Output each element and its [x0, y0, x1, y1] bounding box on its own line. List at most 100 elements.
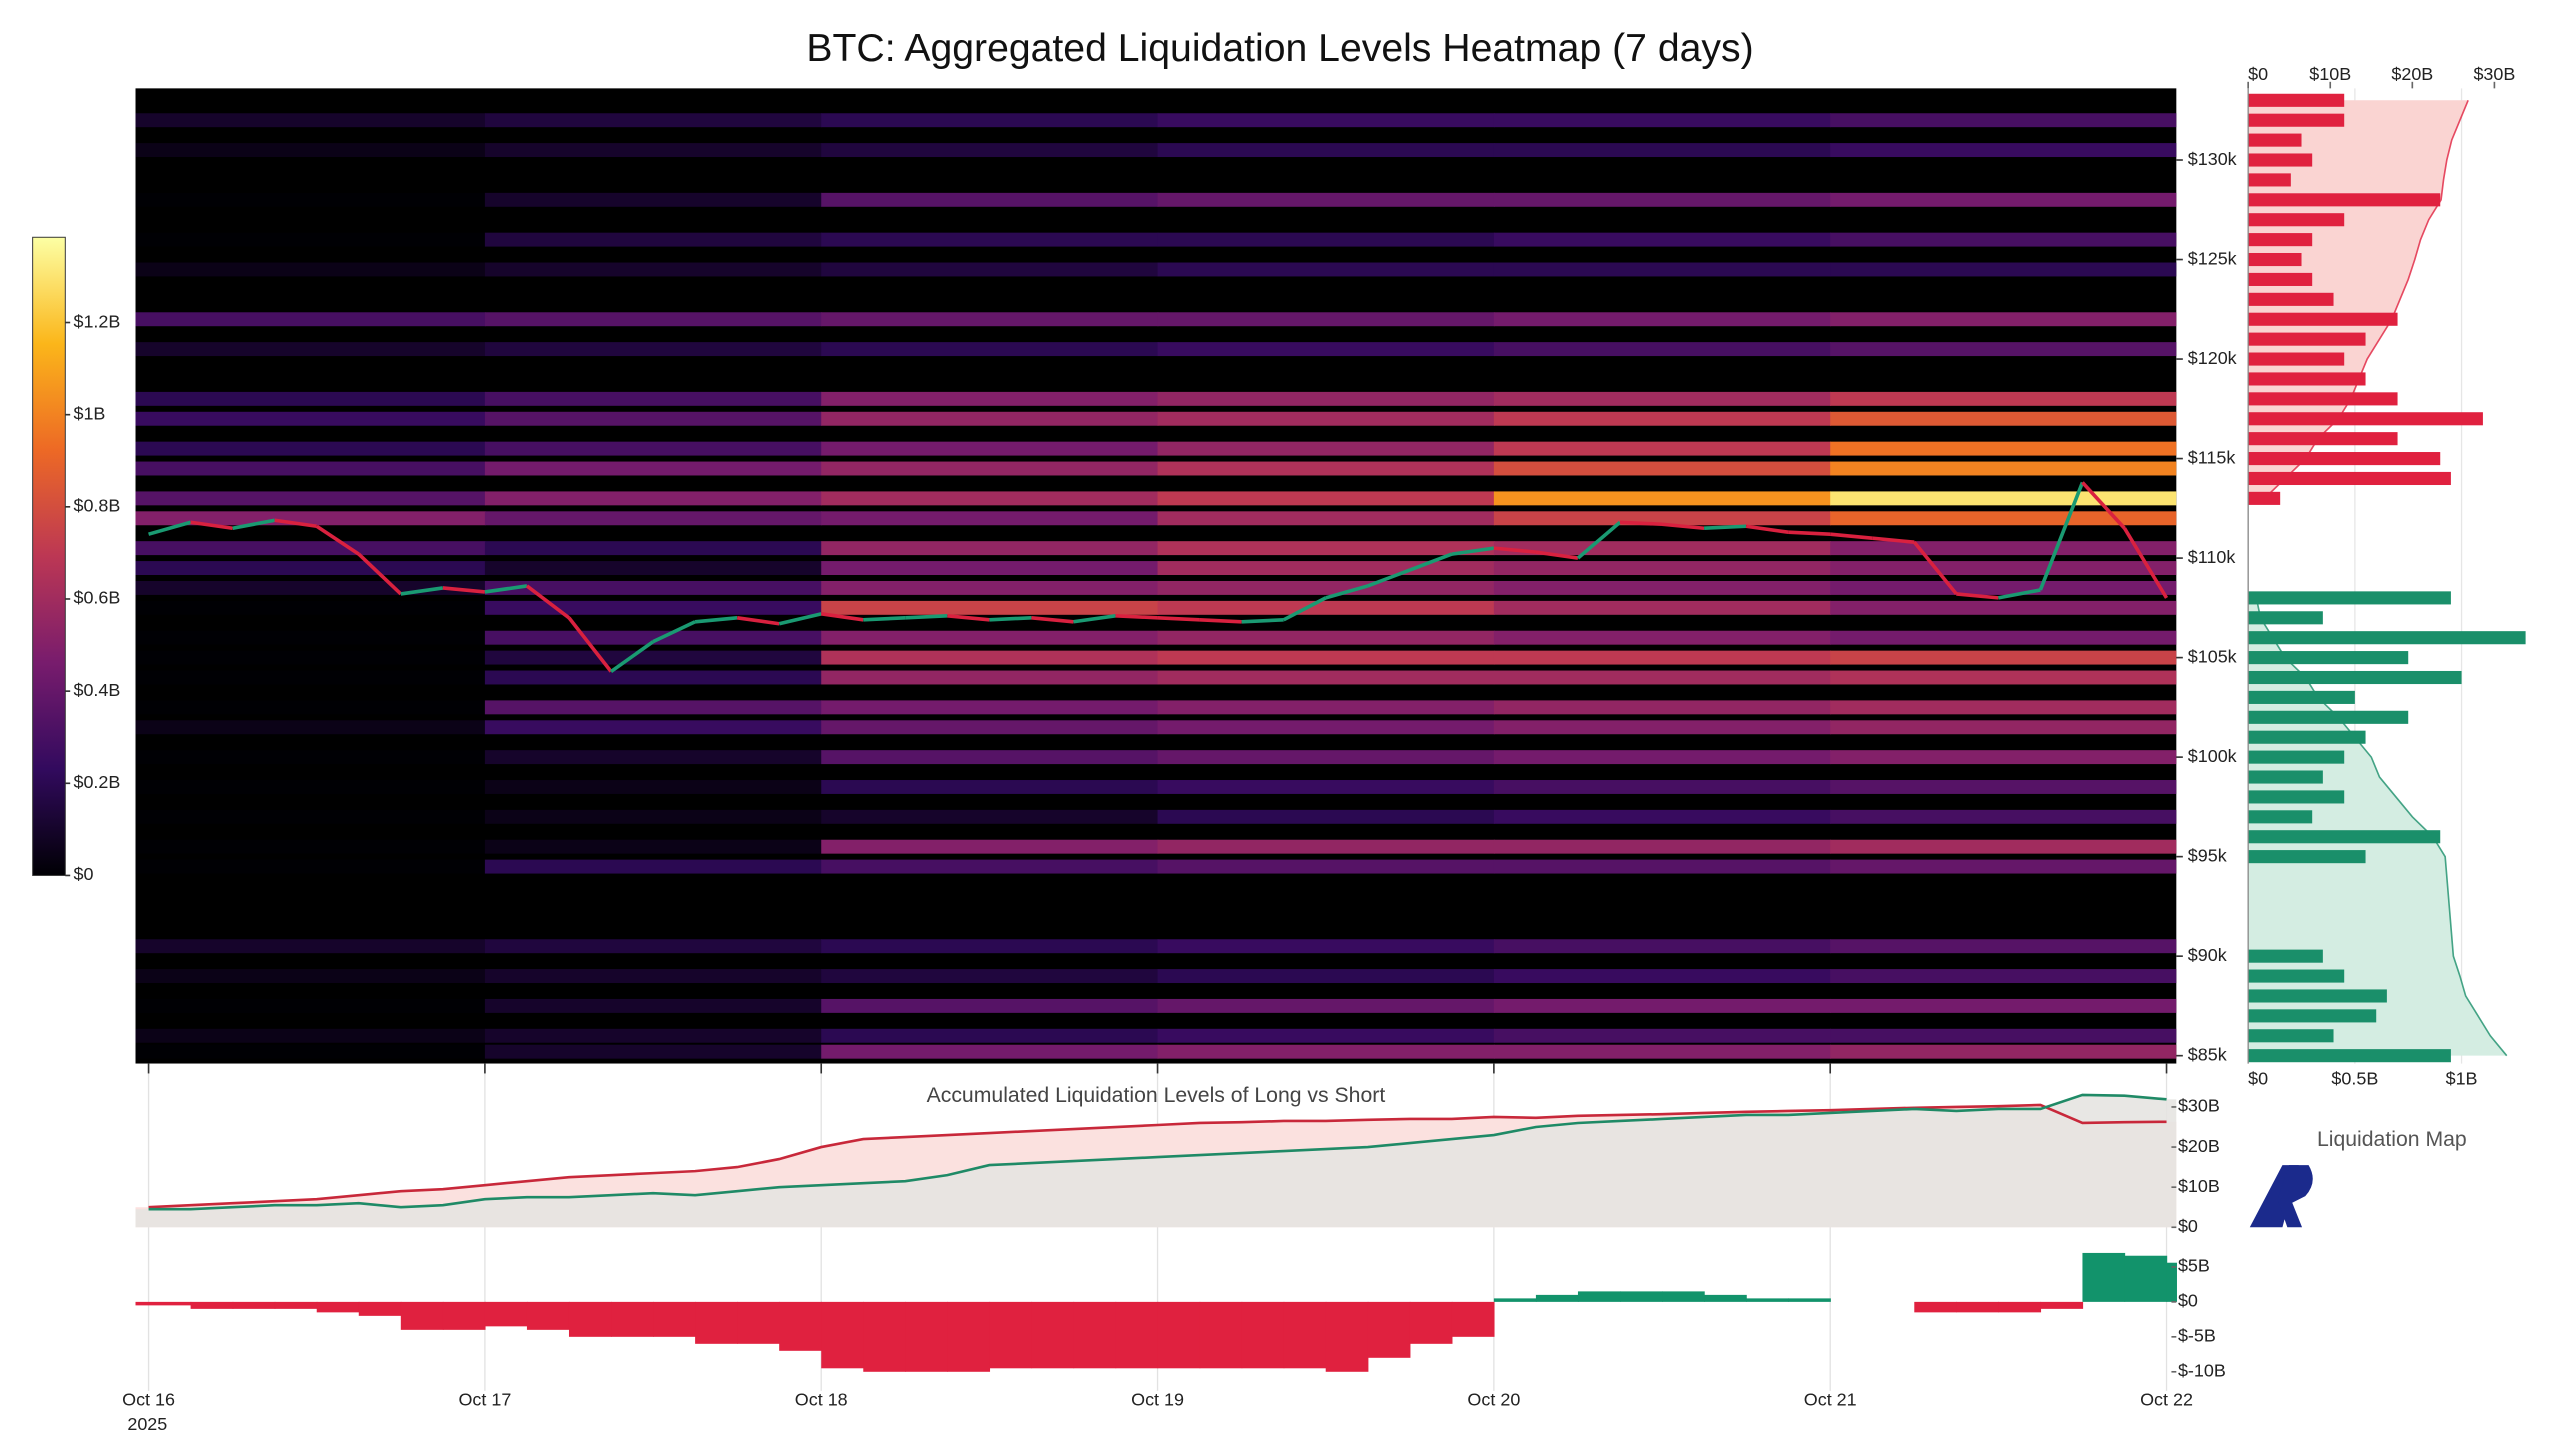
heat-cell — [821, 1044, 1159, 1059]
heat-cell — [1830, 600, 2177, 615]
heat-cell — [484, 650, 823, 665]
delta-bar — [779, 1301, 822, 1351]
heat-cell — [1157, 998, 1495, 1013]
price-segment — [1451, 546, 1495, 556]
heat-cell — [1830, 192, 2177, 207]
x-tick-label: Oct 16 — [122, 1389, 175, 1409]
delta-y-label: $-10B — [2178, 1361, 2226, 1381]
heat-cell — [135, 411, 486, 426]
heat-cell — [1493, 342, 1832, 357]
delta-bar — [1956, 1301, 2000, 1313]
delta-bar — [1409, 1301, 1453, 1344]
heat-cell — [821, 630, 1159, 645]
heat-cell — [821, 113, 1159, 128]
accum-y-label: $20B — [2178, 1136, 2220, 1156]
heat-cell — [1493, 630, 1832, 645]
delta-bar — [863, 1301, 906, 1372]
price-segment — [357, 552, 403, 596]
heat-cell — [821, 262, 1159, 277]
heat-cell — [484, 342, 823, 357]
heat-cell — [1830, 441, 2177, 456]
map-x2-label: $30B — [2473, 64, 2515, 84]
short-bar — [2248, 292, 2334, 306]
heat-cell — [484, 541, 823, 556]
heat-cell — [1830, 461, 2177, 476]
heat-cell — [1493, 600, 1832, 615]
short-bar — [2248, 173, 2291, 187]
heat-cell — [135, 1028, 486, 1043]
heat-cell — [484, 143, 823, 158]
colorbar-label: $1B — [73, 403, 105, 423]
price-segment — [863, 615, 906, 622]
heat-cell — [1157, 720, 1495, 735]
heat-cell — [135, 720, 486, 735]
price-segment — [1115, 614, 1158, 620]
logo — [2249, 1165, 2313, 1228]
heat-cell — [1157, 143, 1495, 158]
delta-bar — [568, 1301, 612, 1337]
price-segment — [820, 612, 864, 622]
price-segment — [2081, 481, 2126, 530]
heat-cell — [484, 780, 823, 794]
x-year-label: 2025 — [127, 1414, 167, 1434]
delta-bar — [2124, 1255, 2168, 1302]
price-segment — [525, 584, 571, 620]
delta-bar — [695, 1301, 738, 1344]
heat-cell — [135, 600, 486, 615]
delta-bar — [1241, 1301, 1285, 1369]
heat-cell — [1830, 232, 2177, 247]
delta-bar — [611, 1301, 654, 1337]
accum-y-label: $0 — [2178, 1216, 2198, 1236]
heat-cell — [1493, 859, 1832, 874]
heat-cell — [1493, 839, 1832, 854]
heat-cell — [484, 511, 823, 526]
heat-cell — [1157, 391, 1495, 406]
heat-cell — [1157, 600, 1495, 615]
x-tick-label: Oct 17 — [458, 1389, 511, 1409]
heat-cell — [135, 809, 486, 824]
delta-bar — [1788, 1298, 1831, 1302]
y-tick-label: $85k — [2188, 1044, 2228, 1064]
delta-bar — [1620, 1291, 1663, 1302]
heat-cell — [1830, 262, 2177, 277]
heat-cell — [1830, 700, 2177, 715]
heat-cell — [1493, 411, 1832, 426]
short-bar — [2248, 213, 2345, 227]
delta-bar — [484, 1301, 528, 1327]
heat-cell — [484, 700, 823, 715]
heat-cell — [1830, 511, 2177, 526]
short-bar — [2248, 133, 2302, 147]
heat-cell — [484, 491, 823, 506]
heat-cell — [821, 969, 1159, 984]
heat-cell — [484, 113, 823, 128]
heat-cell — [1157, 491, 1495, 506]
price-segment — [694, 616, 738, 624]
delta-y-label: $0 — [2178, 1291, 2198, 1311]
accum-line — [148, 1103, 2167, 1209]
heat-cell — [821, 839, 1159, 854]
heat-cell — [135, 939, 486, 954]
heat-cell — [135, 650, 486, 665]
heat-cell — [1493, 670, 1832, 685]
y-tick-label: $105k — [2188, 646, 2238, 666]
price-segment — [778, 612, 822, 626]
x-tick-label: Oct 20 — [1467, 1389, 1520, 1409]
heatmap-background — [135, 88, 2177, 1064]
heat-cell — [1493, 232, 1832, 247]
heat-cell — [484, 809, 823, 824]
price-segment — [652, 620, 696, 644]
short-bar — [2248, 153, 2313, 167]
heat-cell — [1157, 461, 1495, 476]
heat-cell — [1493, 720, 1832, 735]
heat-cell — [1157, 1044, 1495, 1059]
heat-cell — [1157, 750, 1495, 765]
heat-cell — [821, 511, 1159, 526]
short-bar — [2248, 491, 2281, 505]
colorbar-label: $0.6B — [73, 588, 120, 608]
y-tick-label: $120k — [2188, 348, 2238, 368]
heat-cell — [484, 391, 823, 406]
heat-cell — [1830, 780, 2177, 794]
short-bar — [2248, 113, 2345, 127]
